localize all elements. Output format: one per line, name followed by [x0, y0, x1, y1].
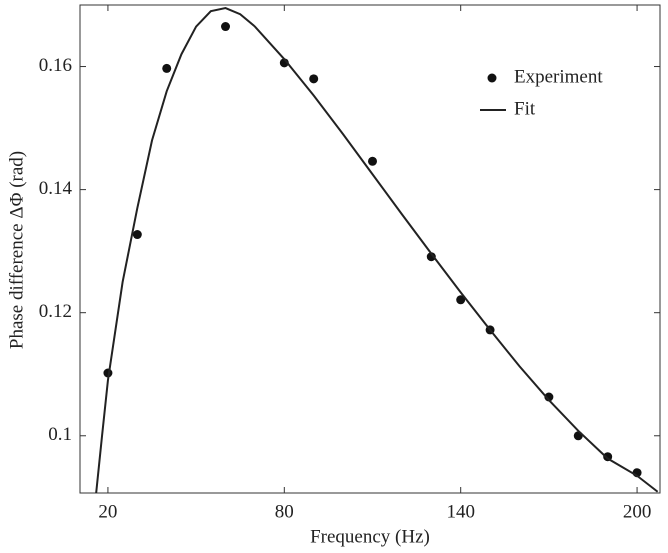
x-tick-label: 140	[446, 501, 475, 522]
data-point	[309, 74, 319, 84]
x-tick-label: 200	[623, 501, 652, 522]
legend-label: Fit	[514, 98, 536, 119]
fit-line	[95, 7, 659, 493]
data-point	[132, 230, 142, 240]
y-tick-label: 0.12	[39, 301, 72, 322]
data-point	[367, 156, 377, 166]
x-tick-label: 80	[275, 501, 294, 522]
data-point	[162, 63, 172, 73]
data-point	[544, 392, 554, 402]
data-point	[221, 22, 231, 32]
y-tick-label: 0.1	[48, 424, 72, 445]
data-point	[456, 295, 466, 305]
plot-frame	[79, 4, 661, 494]
x-axis-label: Frequency (Hz)	[310, 526, 430, 547]
y-tick-label: 0.16	[39, 55, 72, 76]
y-axis-label: Phase difference ΔΦ (rad)	[6, 151, 27, 349]
legend-marker	[487, 73, 497, 83]
legend-label: Experiment	[514, 66, 603, 87]
x-tick-label: 20	[98, 501, 117, 522]
data-point	[426, 252, 436, 262]
y-tick-label: 0.14	[39, 178, 73, 199]
